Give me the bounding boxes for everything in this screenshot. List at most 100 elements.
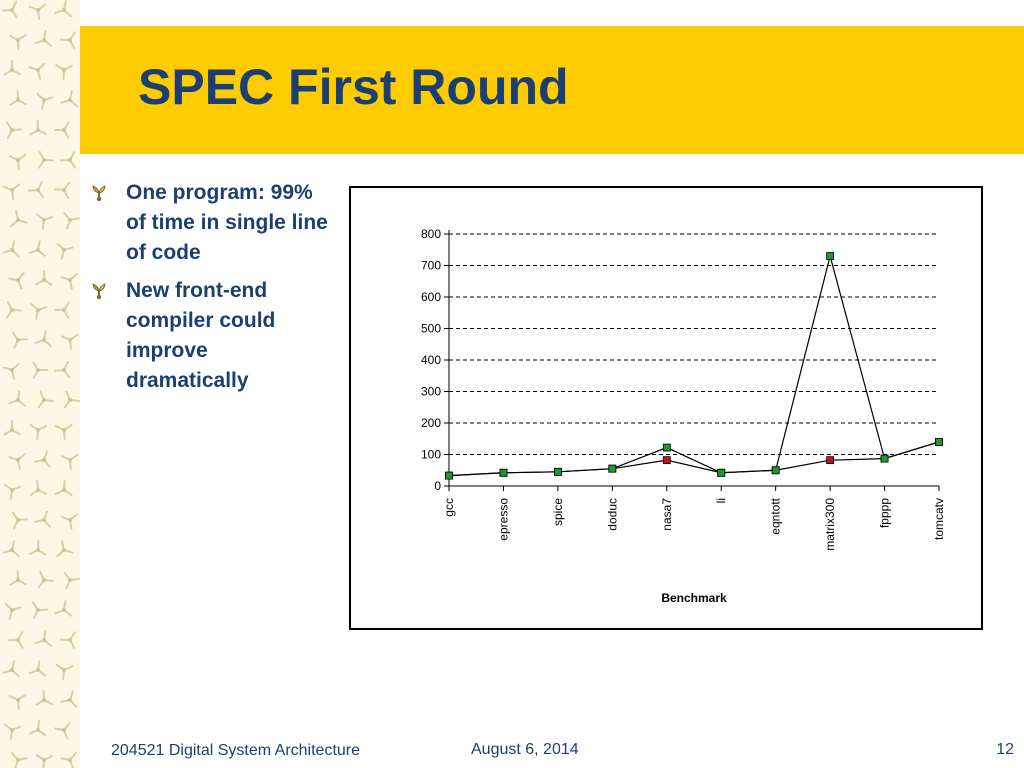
pattern-sprig xyxy=(28,540,47,556)
footer-page-number: 12 xyxy=(996,741,1014,758)
pattern-sprig xyxy=(55,663,74,680)
footer-date: August 6, 2014 xyxy=(471,741,579,758)
footer-course: 204521 Digital System Architecture xyxy=(111,742,361,759)
pattern-sprig xyxy=(29,480,48,497)
y-tick-label: 600 xyxy=(421,290,441,304)
pattern-sprig xyxy=(2,240,20,258)
pattern-sprig xyxy=(2,183,21,200)
y-tick-label: 700 xyxy=(421,259,441,273)
pattern-sprig xyxy=(37,390,54,409)
pattern-sprig xyxy=(60,90,78,107)
x-tick-label: eqntott xyxy=(769,497,783,534)
pattern-sprig xyxy=(55,64,73,80)
x-tick-label: epresso xyxy=(496,498,510,541)
pattern-sprig xyxy=(4,602,22,620)
pattern-sprig xyxy=(30,303,48,320)
x-tick-label: li xyxy=(714,498,728,503)
pattern-sprig xyxy=(32,361,48,379)
pattern-sprig xyxy=(8,271,25,290)
x-tick-label: gcc xyxy=(442,498,456,517)
pattern-sprig xyxy=(34,630,53,647)
data-point xyxy=(553,467,562,476)
x-axis-title: Benchmark xyxy=(661,591,727,605)
pattern-sprig xyxy=(2,0,18,19)
bullet-item: One program: 99% of time in single line … xyxy=(90,178,330,268)
pattern-sprig xyxy=(9,34,27,50)
y-tick-label: 300 xyxy=(421,385,441,399)
x-tick-label: nasa7 xyxy=(660,498,674,531)
pattern-sprig xyxy=(60,453,79,470)
pattern-sprig xyxy=(60,273,78,290)
y-tick-label: 500 xyxy=(421,322,441,336)
pattern-sprig xyxy=(6,121,22,139)
bullet-sprout-icon xyxy=(92,283,106,300)
series-line xyxy=(448,441,940,477)
pattern-sprig xyxy=(60,690,78,708)
pattern-sprig xyxy=(8,153,27,170)
pattern-sprig xyxy=(10,210,28,227)
data-point xyxy=(499,468,508,477)
pattern-sprig xyxy=(29,120,47,136)
x-tick-label: tomcatv xyxy=(932,498,946,540)
pattern-sprig xyxy=(60,513,79,530)
pattern-sprig xyxy=(54,0,72,17)
pattern-sprig xyxy=(56,242,74,260)
pattern-sprig xyxy=(54,480,73,496)
data-point xyxy=(662,456,671,465)
y-tick-label: 800 xyxy=(421,227,441,241)
pattern-sprig xyxy=(28,180,45,199)
pattern-sprig xyxy=(11,331,28,350)
pattern-sprig xyxy=(34,30,52,47)
pattern-sprig xyxy=(28,240,46,257)
pattern-sprig xyxy=(63,571,80,590)
pattern-sprig xyxy=(35,213,54,230)
pattern-sprig xyxy=(28,660,47,677)
pattern-sprig xyxy=(3,60,21,76)
y-tick-label: 100 xyxy=(421,448,441,462)
pattern-sprig xyxy=(2,362,20,380)
pattern-svg xyxy=(2,0,80,768)
pattern-sprig xyxy=(2,540,20,558)
y-tick-label: 200 xyxy=(421,416,441,430)
pattern-sprig xyxy=(63,212,80,230)
pattern-sprig xyxy=(35,270,53,286)
pattern-sprig xyxy=(8,631,24,649)
x-tick-label: matrix300 xyxy=(823,498,837,551)
pattern-sprig xyxy=(28,720,47,737)
data-point xyxy=(717,468,726,477)
x-tick-label: doduc xyxy=(605,498,619,531)
chart-frame: 0 100 200 300 400 500 600 700 800 gcc epresso spice… xyxy=(349,186,983,630)
pattern-sprig xyxy=(35,753,54,768)
y-tick-label: 0 xyxy=(434,479,441,493)
pattern-sprig xyxy=(60,151,76,169)
pattern-sprig xyxy=(34,510,51,528)
pattern-sprig xyxy=(60,631,76,649)
x-tick-label: fpppp xyxy=(878,498,892,528)
data-point xyxy=(662,443,671,452)
pattern-sprig xyxy=(54,121,70,139)
x-tick-label: spice xyxy=(551,498,565,526)
pattern-sprig xyxy=(28,62,46,80)
slide-title: SPEC First Round xyxy=(138,59,569,115)
decorative-side-pattern xyxy=(0,0,80,768)
pattern-sprig xyxy=(35,690,53,706)
data-point xyxy=(445,471,453,480)
pattern-sprig xyxy=(56,540,74,558)
bullet-item: New front-end compiler could improve dra… xyxy=(90,276,330,396)
pattern-sprig xyxy=(29,423,48,440)
bullet-text: One program: 99% of time in single line … xyxy=(126,181,328,264)
pattern-sprig xyxy=(34,450,51,468)
pattern-sprig xyxy=(36,92,54,110)
pattern-sprig xyxy=(54,424,73,440)
pattern-sprig xyxy=(32,601,48,620)
data-point xyxy=(880,454,889,463)
pattern-sprig xyxy=(54,722,71,740)
bullet-text: New front-end compiler could improve dra… xyxy=(126,279,276,392)
pattern-sprig xyxy=(54,360,71,379)
pattern-sprig xyxy=(54,181,71,200)
bullet-list: One program: 99% of time in single line … xyxy=(90,178,330,404)
pattern-sprig xyxy=(9,90,27,106)
pattern-sprig xyxy=(60,333,79,350)
pattern-sprig xyxy=(8,693,27,710)
pattern-sprig xyxy=(2,660,20,678)
